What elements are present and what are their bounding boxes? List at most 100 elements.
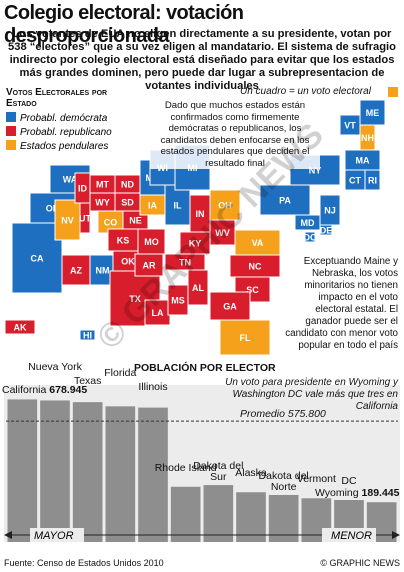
state-label: IA: [148, 201, 158, 211]
intro: Los votantes de EUA no eligen directamen…: [8, 28, 396, 92]
average-title: Promedio: [240, 408, 285, 421]
state-label: NH: [361, 133, 374, 143]
state-label: DE: [320, 226, 333, 236]
arrow-left: [4, 531, 12, 539]
legend-swatch: [6, 140, 16, 150]
legend-label: Probabl. demócrata: [20, 113, 108, 124]
value-label: 189.445: [361, 487, 400, 500]
state-label: CT: [349, 176, 361, 186]
credit: © GRAPHIC NEWS: [320, 558, 400, 568]
bar-label: DC: [315, 476, 383, 487]
x-right-label: MENOR: [331, 530, 372, 542]
category: Nueva York: [28, 361, 82, 374]
state: [294, 214, 321, 231]
state-label: AZ: [70, 266, 82, 276]
state-label: OR: [46, 204, 60, 214]
state-label: WV: [215, 228, 230, 238]
state: [364, 169, 381, 191]
state: [219, 319, 271, 356]
bar-label: Dakota del Norte: [250, 470, 318, 493]
bar-label: Florida: [86, 368, 154, 379]
square-note: Un cuadro = un voto electoral: [240, 86, 371, 97]
bar-label: Rhode Island: [152, 461, 220, 474]
arrow-right: [392, 531, 400, 539]
state-label: TN: [179, 258, 191, 268]
source: Fuente: Censo de Estados Unidos 2010: [4, 558, 164, 568]
state-label: GA: [223, 302, 237, 312]
category: Illinois: [138, 380, 168, 393]
bar: [170, 486, 201, 542]
chart-subtitle: Un voto para presidente en Wyoming y Was…: [225, 377, 398, 412]
state-label: HI: [83, 331, 92, 341]
category: Wyoming: [314, 487, 359, 500]
bar: [138, 407, 168, 542]
state: [79, 329, 96, 341]
state: [359, 99, 386, 126]
state-label: LA: [152, 308, 164, 318]
category: Dakota del Sur: [193, 460, 244, 484]
bar-label: California 678.945: [2, 385, 112, 396]
chart-bg: [4, 385, 400, 542]
state: [234, 229, 281, 256]
legend-swatch: [6, 112, 16, 122]
state-label: SC: [246, 285, 259, 295]
state-label: MT: [96, 180, 109, 190]
state-label: KY: [189, 239, 202, 249]
state-label: NJ: [324, 206, 336, 216]
state-label: AK: [14, 323, 27, 333]
state-label: NM: [96, 266, 110, 276]
state-label: FL: [240, 333, 251, 343]
state-label: WA: [63, 175, 78, 185]
state-label: AL: [192, 283, 204, 293]
state-label: MO: [144, 237, 159, 247]
bar-label: Texas: [54, 376, 122, 387]
bar: [203, 485, 234, 542]
state-label: NC: [249, 262, 262, 272]
menor-bg: [322, 528, 376, 542]
state-label: NE: [129, 216, 142, 226]
state-label: DC: [304, 233, 317, 243]
bar-label: Nueva York: [21, 362, 89, 373]
state: [54, 199, 81, 241]
state-label: KS: [117, 236, 130, 246]
state-label: PA: [279, 196, 291, 206]
state-label: OH: [218, 201, 232, 211]
state-label: TX: [129, 294, 141, 304]
bar-label: Vermont: [282, 474, 350, 485]
state: [209, 291, 251, 321]
value-label: 678.945: [49, 384, 88, 397]
average-text: Promedio 575.800: [240, 408, 326, 420]
state: [79, 202, 91, 234]
legend-title: Votos Electorales por Estado: [6, 87, 108, 109]
state-label: OK: [121, 257, 135, 267]
state-label: IL: [174, 201, 183, 211]
state-label: UT: [79, 214, 91, 224]
x-left-label: MAYOR: [34, 530, 74, 542]
state-label: MS: [171, 296, 185, 306]
average-value: 575.800: [287, 408, 326, 421]
state: [4, 319, 36, 335]
legend-label: Estados pendulares: [20, 141, 108, 152]
category: Rhode Island: [154, 461, 217, 474]
state-label: VA: [252, 238, 264, 248]
state: [134, 253, 164, 277]
swing-note: Dado que muchos estados están confirmado…: [150, 100, 320, 169]
state-label: ND: [121, 180, 134, 190]
state-label: ME: [366, 108, 380, 118]
bar-label: Dakota del Sur: [184, 461, 252, 483]
category: Texas: [73, 375, 102, 388]
category: Vermont: [296, 473, 336, 486]
bar-label: Alaska: [217, 468, 285, 479]
title: Colegio electoral: votación desproporcio…: [4, 2, 244, 47]
chart-title: Población por Elector: [134, 362, 276, 374]
state-label: CA: [31, 254, 44, 264]
state-label: ID: [78, 184, 88, 194]
state-label: RI: [368, 176, 377, 186]
bar: [268, 494, 299, 542]
state: [144, 299, 171, 326]
bar: [72, 402, 103, 542]
state-label: MD: [301, 218, 315, 228]
state-label: NY: [309, 166, 322, 176]
category: California: [2, 384, 47, 397]
state-label: NV: [61, 216, 74, 226]
